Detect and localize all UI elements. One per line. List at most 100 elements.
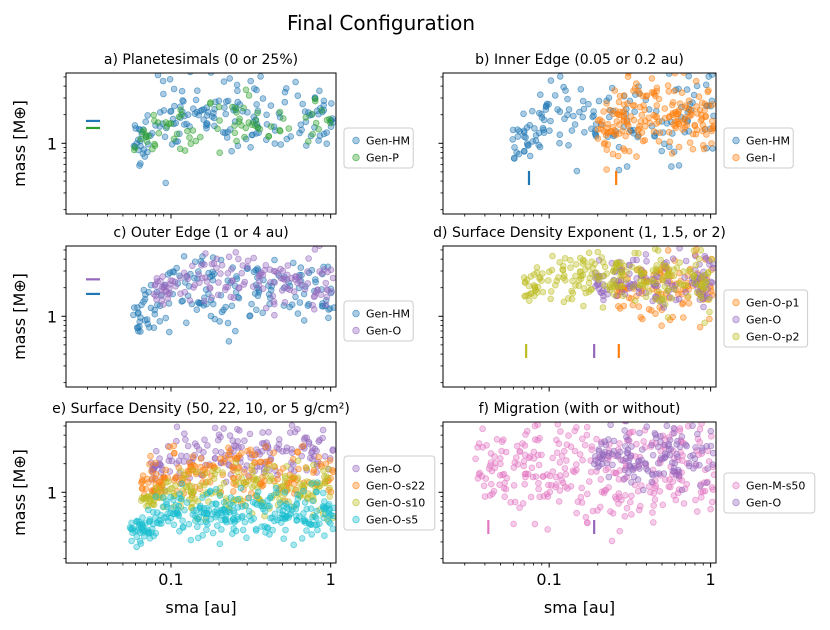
data-point: [235, 284, 243, 291]
data-point: [571, 121, 579, 128]
data-point: [594, 135, 602, 142]
data-point: [232, 249, 240, 256]
data-point: [709, 461, 716, 468]
data-point: [203, 278, 211, 285]
data-point: [313, 507, 321, 515]
data-point: [288, 473, 296, 481]
data-point: [308, 480, 316, 487]
data-point: [297, 121, 305, 128]
data-point: [286, 303, 294, 311]
data-point: [607, 422, 614, 429]
data-point: [637, 313, 644, 321]
data-point: [294, 474, 302, 482]
data-point: [579, 97, 587, 105]
data-point: [285, 125, 293, 132]
axes-frame: [442, 72, 717, 215]
data-point: [650, 89, 657, 96]
data-point: [313, 521, 321, 528]
data-point: [293, 517, 301, 524]
data-point: [146, 460, 153, 468]
data-point: [196, 279, 203, 287]
data-point: [266, 502, 273, 510]
data-point: [181, 121, 188, 128]
data-point: [220, 479, 228, 487]
data-point: [217, 270, 224, 277]
data-point: [212, 485, 220, 493]
data-point: [671, 459, 679, 467]
data-point: [210, 475, 218, 482]
legend-label: Gen-O: [746, 497, 782, 510]
y-axis-label: mass [M⊕]: [10, 449, 29, 536]
data-point: [665, 143, 673, 151]
data-point: [246, 430, 254, 438]
data-point: [598, 254, 605, 261]
data-point: [282, 85, 290, 92]
data-point: [516, 504, 523, 512]
data-point: [178, 298, 186, 305]
data-point: [628, 511, 635, 518]
data-point: [241, 518, 249, 526]
data-point: [491, 453, 498, 460]
data-point: [152, 514, 159, 522]
data-point: [596, 503, 604, 511]
data-point: [553, 481, 560, 488]
data-point: [545, 481, 552, 489]
data-point: [294, 491, 301, 499]
data-point: [317, 460, 324, 468]
data-point: [651, 293, 659, 301]
data-point: [179, 523, 187, 531]
data-point: [151, 306, 159, 314]
data-point: [329, 274, 336, 282]
y-axis-label: mass [M⊕]: [10, 100, 29, 187]
data-point: [668, 150, 676, 157]
data-point: [655, 470, 663, 477]
data-point: [229, 103, 236, 111]
data-point: [585, 249, 593, 257]
data-point: [178, 87, 186, 95]
data-point: [139, 150, 147, 157]
data-point: [197, 463, 204, 471]
data-point: [652, 434, 660, 442]
data-point: [539, 288, 547, 296]
data-point: [204, 520, 211, 528]
data-point: [638, 446, 646, 453]
data-point: [636, 265, 643, 272]
data-point: [277, 519, 285, 526]
data-point: [289, 461, 297, 468]
data-point: [203, 526, 210, 533]
data-point: [267, 514, 274, 522]
data-point: [249, 468, 257, 476]
legend-marker: [352, 326, 360, 335]
data-point: [135, 524, 143, 531]
data-point: [698, 444, 706, 452]
data-point: [629, 283, 637, 291]
data-point: [180, 458, 188, 465]
data-point: [242, 86, 250, 94]
data-point: [303, 527, 310, 534]
legend-label: Gen-O: [746, 314, 782, 327]
data-point: [676, 279, 683, 287]
data-point: [544, 526, 551, 533]
data-point: [702, 81, 710, 89]
data-point: [580, 284, 588, 292]
data-point: [624, 120, 631, 128]
data-point: [648, 307, 655, 314]
data-point: [238, 269, 246, 277]
data-point: [143, 502, 150, 510]
data-point: [565, 106, 573, 113]
data-point: [598, 289, 606, 297]
data-point: [615, 98, 623, 106]
data-point: [188, 463, 195, 470]
data-point: [301, 517, 309, 524]
data-point: [540, 116, 548, 124]
data-point: [290, 541, 298, 549]
data-point: [556, 487, 564, 494]
data-point: [672, 124, 679, 132]
data-point: [229, 501, 237, 509]
data-point: [625, 128, 633, 136]
data-point: [158, 291, 166, 298]
data-point: [604, 141, 612, 148]
data-point: [594, 126, 602, 133]
data-point: [311, 95, 319, 103]
data-point: [551, 281, 559, 289]
